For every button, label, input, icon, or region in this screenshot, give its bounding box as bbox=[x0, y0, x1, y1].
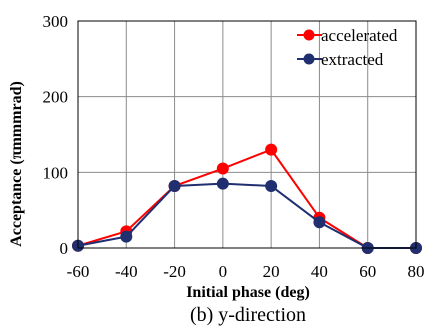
x-tick-label: 60 bbox=[359, 262, 376, 281]
y-axis-title: Acceptance (πmmmrad) bbox=[8, 81, 25, 247]
x-tick-label: 40 bbox=[311, 262, 328, 281]
data-point-extracted bbox=[313, 216, 326, 229]
x-tick-label: -60 bbox=[67, 262, 90, 281]
data-point-accelerated bbox=[216, 162, 229, 175]
x-tick-label: -20 bbox=[163, 262, 186, 281]
y-tick-label: 100 bbox=[43, 163, 69, 182]
legend-label-accelerated: accelerated bbox=[321, 26, 398, 45]
legend-label-extracted: extracted bbox=[321, 50, 384, 69]
y-tick-label: 0 bbox=[60, 239, 69, 258]
chart-caption: (b) y-direction bbox=[190, 304, 306, 326]
legend: accelerated extracted bbox=[297, 26, 398, 69]
data-point-extracted bbox=[120, 230, 133, 243]
series-line-extracted bbox=[77, 182, 416, 249]
x-tick-label: -40 bbox=[115, 262, 138, 281]
y-tick-label: 300 bbox=[43, 12, 69, 31]
x-tick-label: 0 bbox=[219, 262, 228, 281]
tick-labels: -60 -40 -20 0 20 40 60 80 0 100 200 300 bbox=[43, 12, 425, 281]
y-tick-label: 200 bbox=[43, 88, 69, 107]
data-point-extracted bbox=[265, 179, 278, 192]
data-point-extracted bbox=[216, 177, 229, 190]
data-point-accelerated bbox=[265, 143, 278, 156]
plot-frame bbox=[77, 20, 417, 249]
legend-marker-extracted bbox=[303, 53, 315, 65]
series-layer bbox=[72, 143, 422, 254]
data-point-extracted bbox=[168, 179, 181, 192]
x-axis-title: Initial phase (deg) bbox=[186, 284, 310, 301]
x-tick-label: 20 bbox=[263, 262, 280, 281]
legend-marker-accelerated bbox=[303, 29, 315, 41]
x-tick-label: 80 bbox=[408, 262, 425, 281]
